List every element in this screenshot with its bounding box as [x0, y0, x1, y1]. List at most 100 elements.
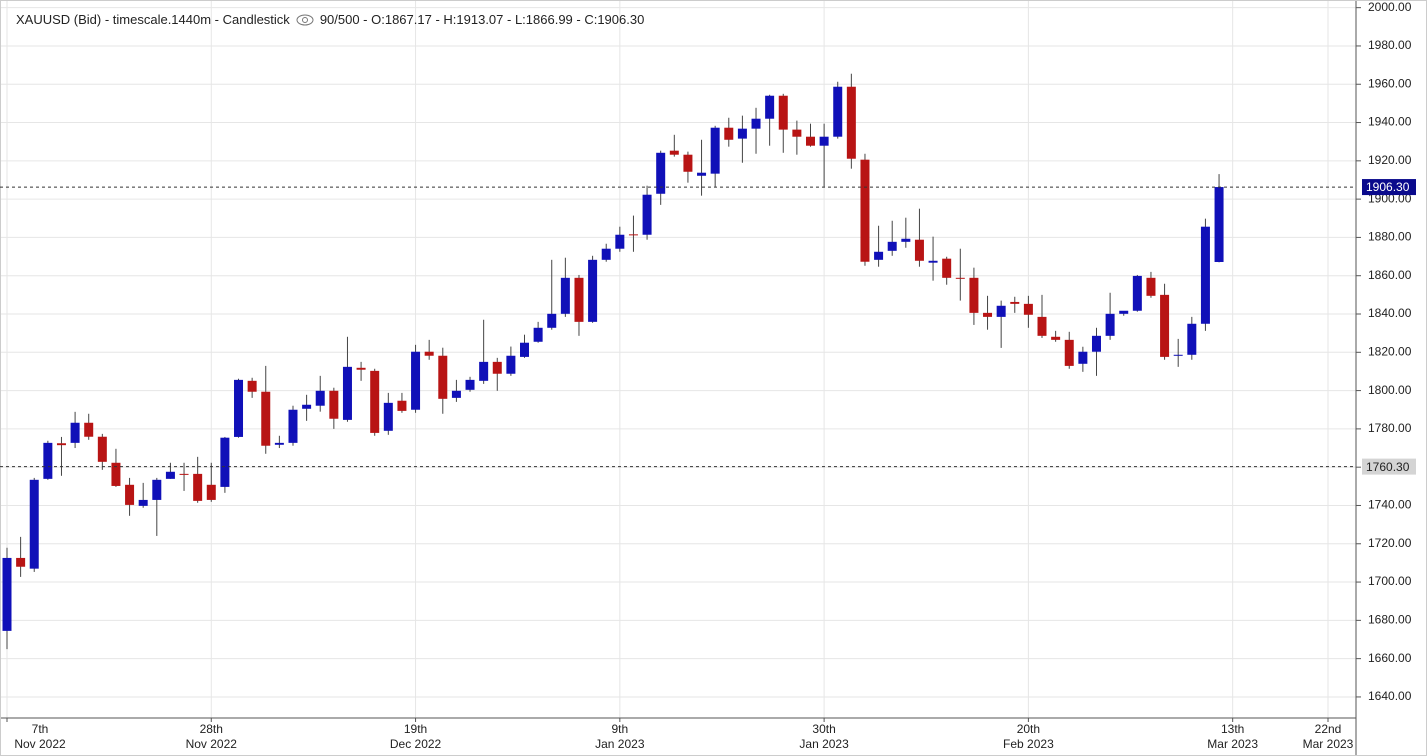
candle-body: [846, 86, 856, 159]
candle-body: [628, 234, 638, 236]
candle-body: [928, 260, 938, 263]
candle-body: [969, 277, 979, 313]
candle-body: [465, 379, 475, 390]
candle-body: [411, 351, 421, 410]
candle-body: [792, 129, 802, 137]
candle-body: [983, 312, 993, 317]
candle-body: [833, 86, 843, 137]
candle-body: [234, 379, 244, 437]
y-tick-label: 1800.00: [1368, 383, 1412, 397]
candle-body: [97, 436, 107, 462]
candle-body: [424, 351, 434, 356]
candle-body: [1214, 187, 1224, 262]
candle-body: [1064, 339, 1074, 366]
chart-subtitle: 90/500 - O:1867.17 - H:1913.07 - L:1866.…: [319, 12, 645, 27]
y-tick-label: 1840.00: [1368, 306, 1412, 320]
price-label: 1760.30: [1366, 460, 1410, 474]
y-tick-label: 1880.00: [1368, 230, 1412, 244]
candle-body: [656, 152, 666, 194]
candle-body: [451, 390, 461, 398]
candle-body: [520, 342, 530, 357]
candle-body: [138, 499, 148, 506]
candle-body: [193, 473, 203, 501]
candle-body: [1200, 226, 1210, 324]
y-tick-label: 1700.00: [1368, 574, 1412, 588]
y-tick-label: 1720.00: [1368, 536, 1412, 550]
candle-body: [560, 277, 570, 314]
candle-body: [84, 422, 94, 437]
candle-body: [642, 194, 652, 235]
candle-body: [1091, 335, 1101, 352]
candle-body: [533, 327, 543, 342]
candle-body: [574, 277, 584, 322]
candle-body: [1078, 351, 1088, 364]
candle-body: [356, 367, 366, 370]
candle-body: [778, 95, 788, 130]
candle-body: [860, 159, 870, 262]
candle-body: [669, 150, 679, 155]
y-tick-label: 1960.00: [1368, 76, 1412, 90]
x-tick-label: 19th Dec 2022: [389, 722, 442, 751]
candle-body: [70, 422, 80, 443]
candle-body: [724, 127, 734, 140]
candle-body: [274, 442, 284, 445]
candle-body: [1119, 310, 1129, 314]
x-tick-label: 13th Mar 2023: [1207, 722, 1258, 751]
candle-body: [1146, 277, 1156, 296]
candle-body: [874, 251, 884, 260]
header: XAUUSD (Bid) - timescale.1440m - Candles…: [16, 12, 644, 27]
candle-body: [601, 248, 611, 260]
candle-body: [914, 239, 924, 261]
candle-body: [125, 484, 135, 505]
candle-body: [805, 136, 815, 146]
candle-body: [315, 390, 325, 406]
candle-body: [1160, 294, 1170, 357]
y-tick-label: 1820.00: [1368, 344, 1412, 358]
candle-body: [2, 557, 12, 631]
candle-body: [16, 557, 26, 567]
candle-body: [206, 484, 216, 500]
y-tick-label: 1640.00: [1368, 689, 1412, 703]
candle-body: [397, 400, 407, 411]
candle-body: [887, 241, 897, 251]
candle-body: [819, 136, 829, 146]
candle-body: [29, 479, 39, 569]
price-label: 1906.30: [1366, 180, 1410, 194]
candle-body: [111, 462, 121, 486]
candle-body: [152, 479, 162, 500]
x-tick-label: 28th Nov 2022: [185, 722, 237, 751]
candle-body: [438, 355, 448, 399]
x-tick-label: 30th Jan 2023: [799, 722, 849, 751]
candle-body: [220, 437, 230, 487]
candle-body: [942, 258, 952, 278]
y-tick-label: 1680.00: [1368, 613, 1412, 627]
candle-body: [1010, 301, 1020, 304]
candle-body: [901, 238, 911, 242]
y-tick-label: 1860.00: [1368, 268, 1412, 282]
candle-body: [165, 471, 175, 479]
candle-body: [43, 442, 53, 479]
candle-body: [751, 118, 761, 129]
candle-body: [955, 277, 965, 279]
y-tick-label: 1780.00: [1368, 421, 1412, 435]
candle-body: [179, 473, 189, 475]
candle-body: [1173, 354, 1183, 356]
candle-body: [302, 404, 312, 409]
candle-body: [737, 128, 747, 139]
y-tick-label: 1980.00: [1368, 38, 1412, 52]
candle-body: [615, 234, 625, 249]
candle-body: [492, 361, 502, 374]
eye-icon: [296, 14, 314, 25]
y-tick-label: 1920.00: [1368, 153, 1412, 167]
candle-body: [765, 95, 775, 119]
candle-body: [56, 443, 66, 446]
candle-body: [547, 313, 557, 328]
candle-body: [1105, 313, 1115, 336]
x-tick-label: 20th Feb 2023: [1003, 722, 1054, 751]
candle-body: [247, 380, 257, 392]
candle-body: [1187, 323, 1197, 355]
candle-body: [1023, 303, 1033, 315]
candle-body: [1132, 275, 1142, 311]
candle-body: [261, 391, 271, 446]
